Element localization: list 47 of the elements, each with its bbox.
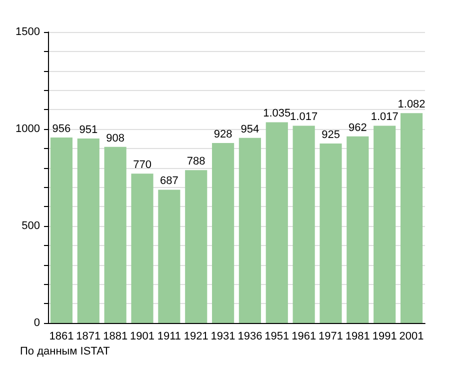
x-tick-label: 1911 xyxy=(157,330,182,342)
y-tick-label: 1000 xyxy=(16,123,40,135)
x-tick-label: 2001 xyxy=(399,330,424,342)
y-tick-label: 0 xyxy=(34,317,40,329)
x-tick-label: 1921 xyxy=(184,330,208,342)
x-tick-label: 1971 xyxy=(318,330,343,342)
bar xyxy=(292,126,315,323)
data-label: 925 xyxy=(322,129,340,142)
data-label: 954 xyxy=(240,123,260,136)
x-tick-label: 1871 xyxy=(76,330,101,342)
x-tick-label: 1951 xyxy=(264,330,290,342)
data-label: 928 xyxy=(214,128,232,140)
bar xyxy=(131,174,154,323)
data-label: 908 xyxy=(106,132,124,144)
data-label: 951 xyxy=(79,124,98,136)
bar xyxy=(77,138,100,323)
x-tick-label: 1991 xyxy=(372,330,397,342)
x-tick-label: 1861 xyxy=(49,330,74,342)
x-tick-label: 1961 xyxy=(292,330,316,342)
x-tick-label: 1931 xyxy=(210,330,236,342)
bar xyxy=(400,113,423,323)
data-label: 1.082 xyxy=(398,98,426,111)
bar xyxy=(104,146,126,323)
bar xyxy=(266,122,288,323)
bar xyxy=(212,142,234,323)
x-tick-label: 1901 xyxy=(130,330,154,342)
data-label: 956 xyxy=(52,123,71,136)
data-label: 1.035 xyxy=(263,108,291,120)
x-tick-label: 1981 xyxy=(345,330,370,342)
y-tick-label: 1500 xyxy=(16,26,40,38)
data-label: 788 xyxy=(186,156,206,168)
bar xyxy=(374,126,396,323)
y-tick-label: 500 xyxy=(22,220,40,232)
bar xyxy=(346,136,369,323)
text: По данным ISTAT xyxy=(20,346,110,358)
bar xyxy=(238,138,262,323)
bar xyxy=(158,190,180,323)
bar xyxy=(320,144,342,323)
bar xyxy=(185,170,208,323)
bar xyxy=(50,138,73,323)
x-tick-label: 1881 xyxy=(103,330,128,342)
data-label: 962 xyxy=(348,122,367,134)
data-label: 1.017 xyxy=(290,111,318,124)
data-label: 1.017 xyxy=(370,111,398,124)
data-label: 687 xyxy=(160,175,178,188)
data-label: 770 xyxy=(133,159,152,172)
x-tick-label: 1936 xyxy=(238,330,262,342)
